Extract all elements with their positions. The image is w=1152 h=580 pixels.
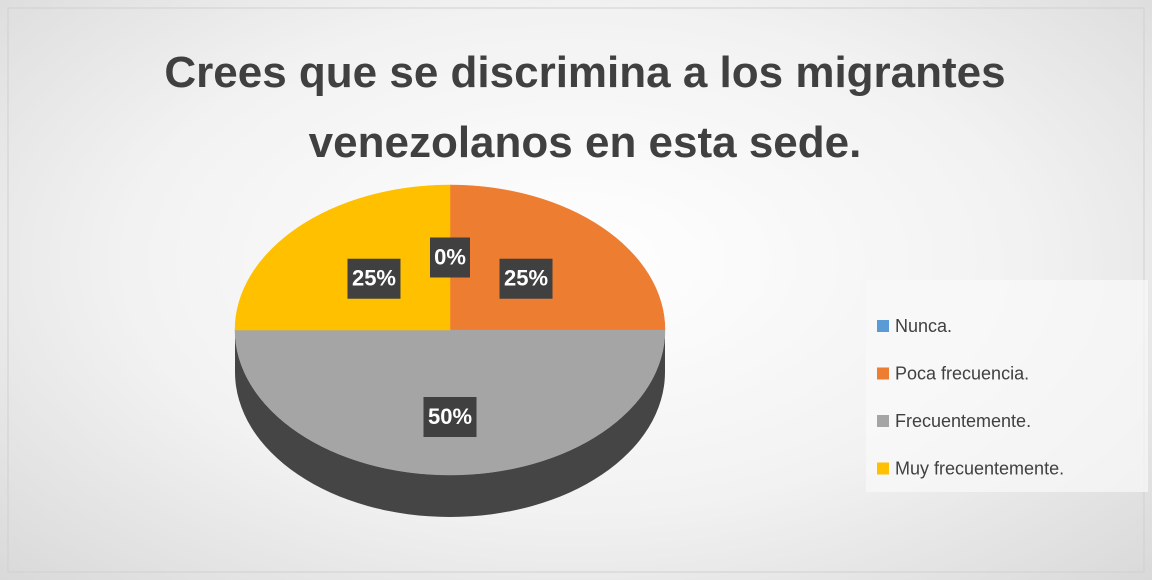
- data-label: 50%: [428, 404, 472, 429]
- data-label-box: [423, 397, 477, 437]
- pie-slice: [234, 184, 451, 331]
- data-label: 25%: [504, 266, 548, 291]
- legend-swatch: [877, 367, 889, 380]
- legend-box: [866, 280, 1148, 492]
- pie-slice: [449, 184, 666, 331]
- pie-side: [235, 330, 665, 517]
- legend-label: Poca frecuencia.: [895, 363, 1029, 383]
- legend-label: Nunca.: [895, 316, 952, 336]
- legend-swatch: [877, 462, 889, 475]
- legend-swatch: [877, 320, 889, 332]
- legend-swatch: [877, 415, 889, 427]
- chart-title: Crees que se discrimina a los migrantes …: [164, 48, 1006, 167]
- legend-label: Muy frecuentemente.: [895, 458, 1064, 478]
- legend-label: Frecuentemente.: [895, 411, 1031, 431]
- data-label-box: [347, 258, 401, 299]
- data-label-box: [430, 237, 470, 278]
- data-label: 25%: [352, 266, 396, 291]
- data-label-box: [499, 258, 553, 299]
- data-label: 0%: [434, 244, 466, 269]
